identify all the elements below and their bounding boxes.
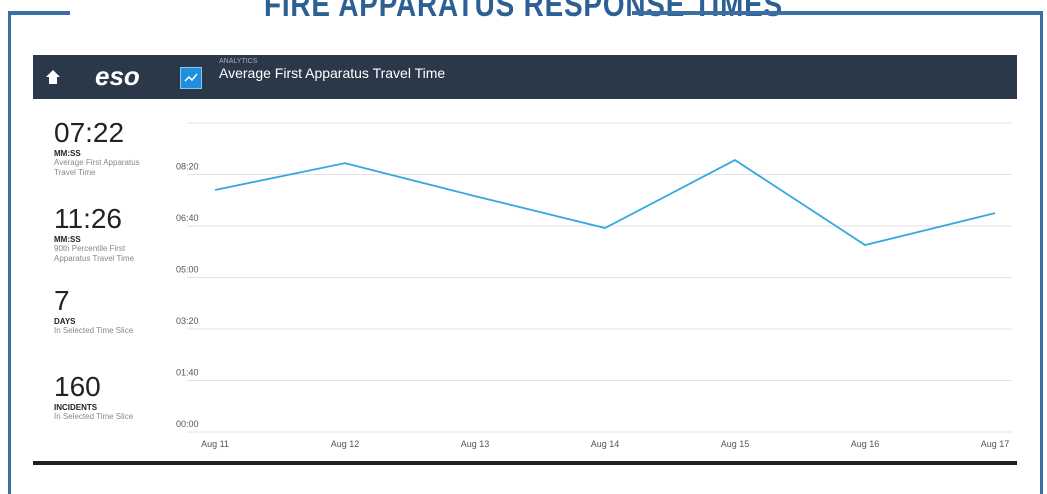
y-tick-label: 05:00 (176, 265, 199, 275)
x-tick-label: Aug 11 (201, 439, 229, 449)
stat-value: 160 (54, 371, 101, 402)
section-label: ANALYTICS (219, 58, 258, 65)
frame-left (8, 11, 11, 494)
stat-value: 11:26 (54, 203, 122, 234)
stat-value: 07:22 (54, 117, 125, 148)
stat: 11:26 MM:SS 90th Percentile First Apparatu… (54, 204, 164, 264)
stat-unit: INCIDENTS (54, 403, 98, 412)
frame-right (1040, 11, 1043, 494)
x-tick-label: Aug 13 (461, 439, 490, 449)
logo[interactable]: eso (95, 61, 140, 91)
y-tick-label: 00:00 (176, 419, 199, 429)
banner-rule (632, 11, 1043, 15)
stat-value: 7 (54, 285, 70, 316)
panel-bottom (33, 461, 1017, 465)
stat: 07:22 MM:SS Average First Apparatus Travel… (54, 118, 164, 178)
x-tick-label: Aug 14 (591, 439, 620, 449)
y-tick-label: 01:40 (176, 368, 199, 378)
app-header: eso ANALYTICS Average First Apparatus Tr… (33, 55, 1017, 99)
x-tick-label: Aug 16 (851, 439, 880, 449)
stat-caption: In Selected Time Slice (54, 412, 134, 421)
x-tick-label: Aug 17 (981, 439, 1010, 449)
stat: 160 INCIDENTS In Selected Time Slice (54, 372, 164, 422)
stat-caption: 90th Percentile First Apparatus Travel T… (54, 244, 135, 263)
analytics-icon (180, 67, 202, 89)
header-title: Average First Apparatus Travel Time (219, 65, 446, 81)
home-icon[interactable] (45, 69, 61, 85)
stat: 7 DAYS In Selected Time Slice (54, 286, 164, 336)
x-tick-label: Aug 12 (331, 439, 360, 449)
stat-unit: DAYS (54, 317, 76, 326)
line (214, 159, 996, 247)
stat-caption: Average First Apparatus Travel Time (54, 158, 140, 177)
stat-unit: MM:SS (54, 149, 81, 158)
panel (33, 99, 1017, 462)
stat-unit: MM:SS (54, 235, 81, 244)
y-tick-label: 03:20 (176, 316, 199, 326)
x-tick-label: Aug 15 (721, 439, 750, 449)
banner-rule (8, 11, 70, 15)
y-tick-label: 06:40 (176, 213, 199, 223)
stat-caption: In Selected Time Slice (54, 326, 134, 335)
y-tick-label: 08:20 (176, 162, 199, 172)
